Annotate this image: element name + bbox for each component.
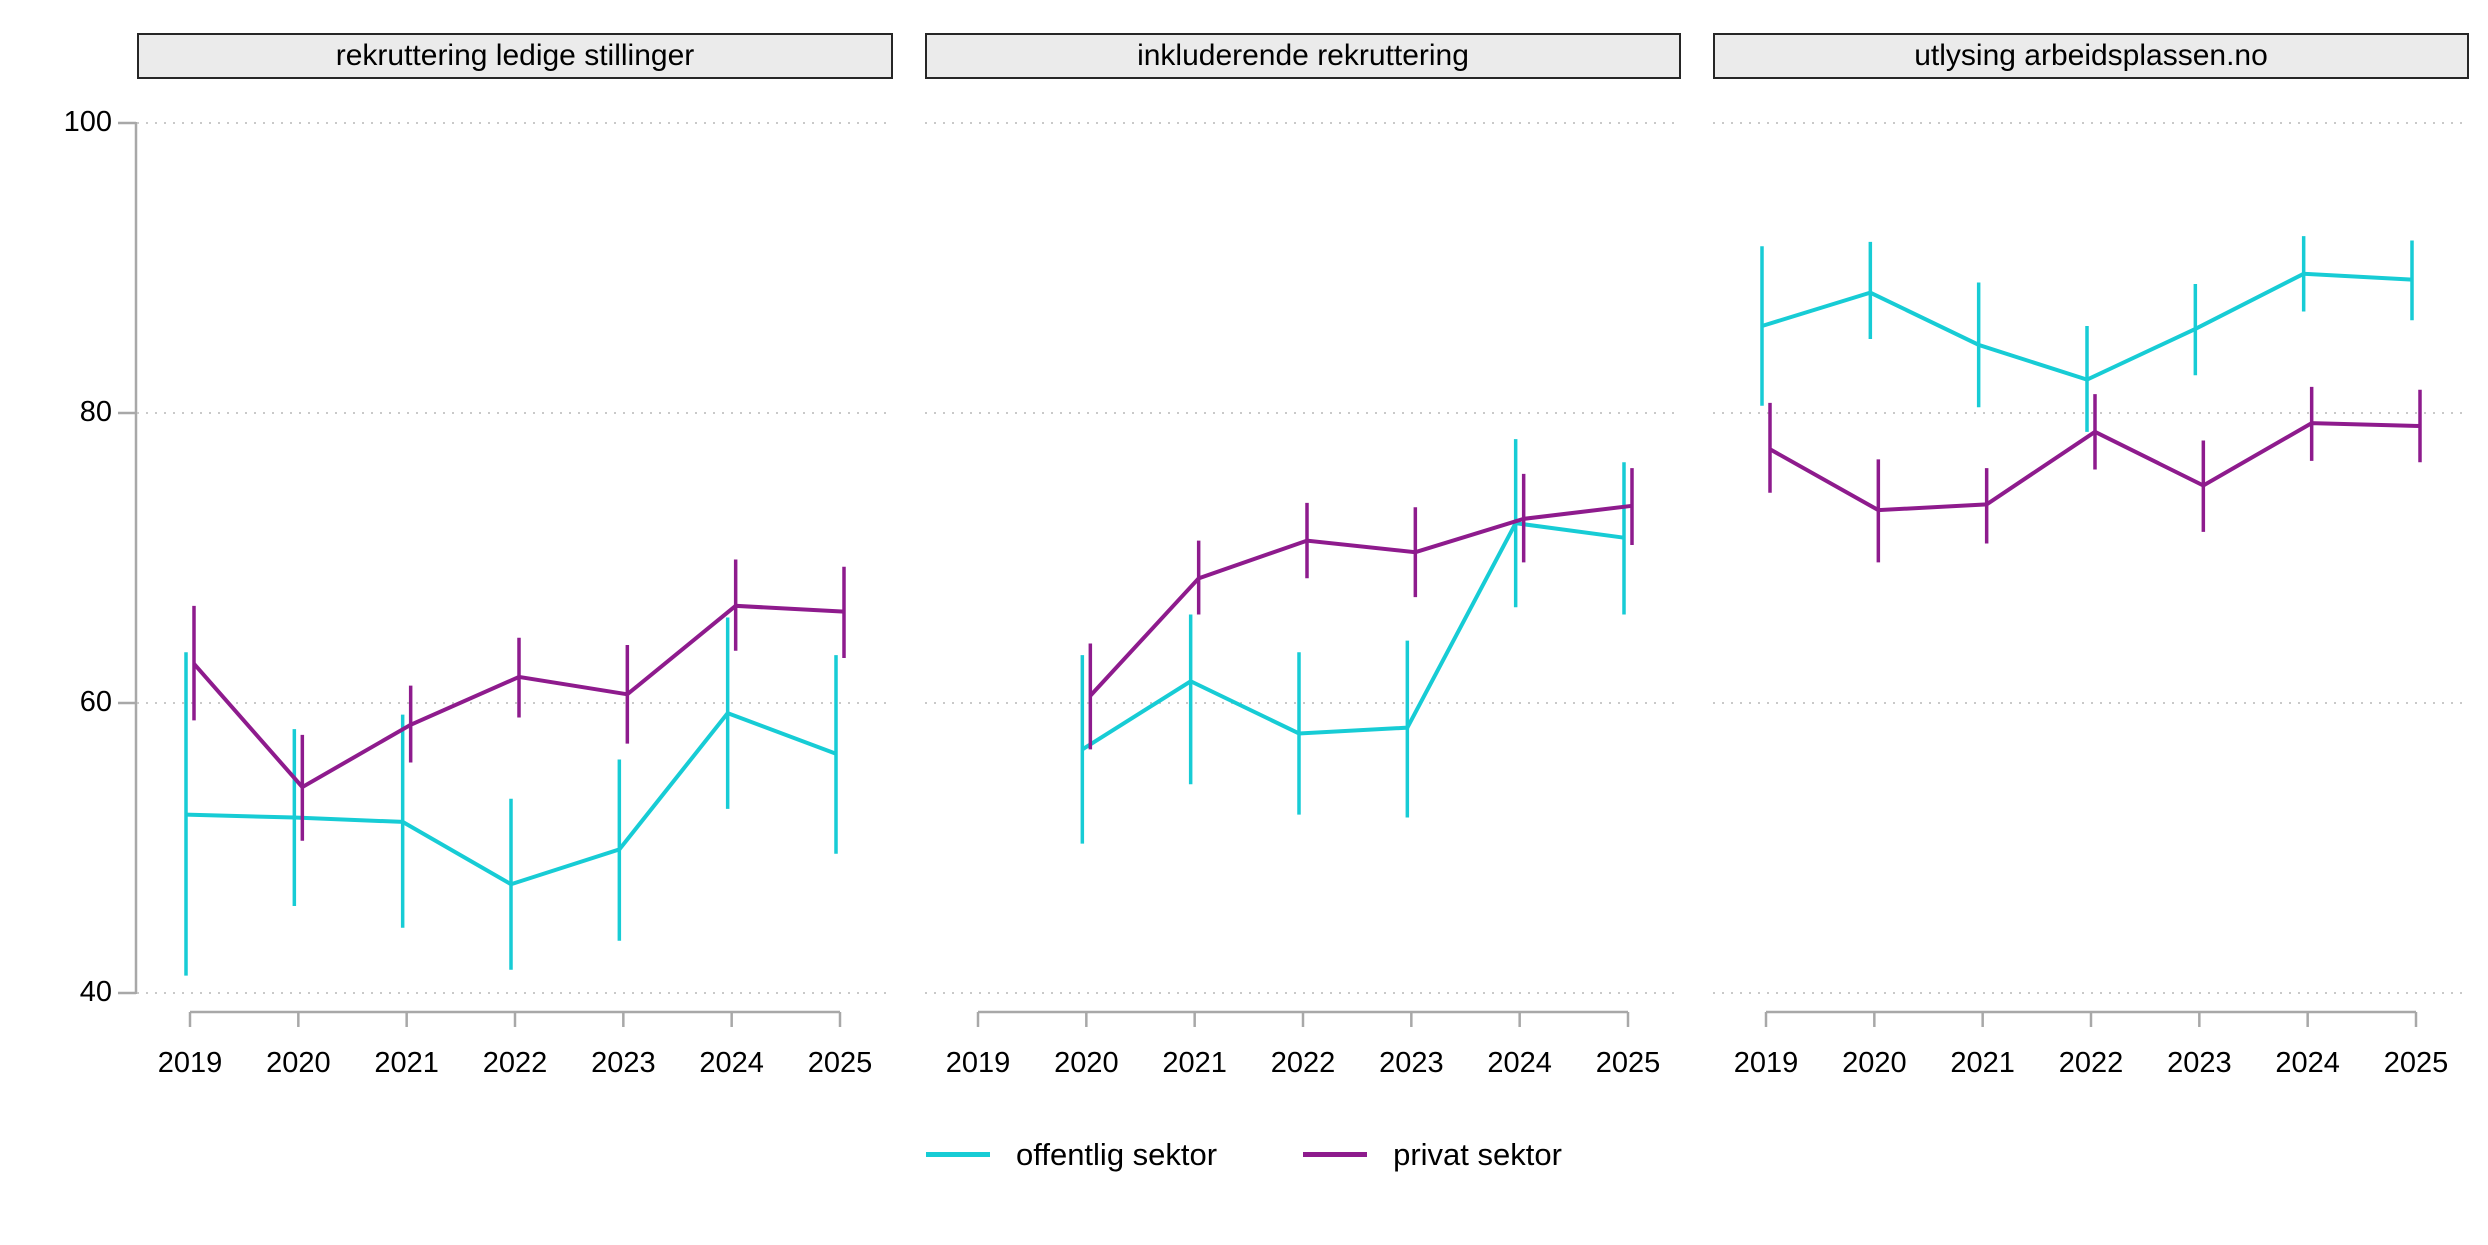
legend-label-offentlig: offentlig sektor (1016, 1136, 1218, 1172)
panel-title: inkluderende rekruttering (925, 33, 1681, 79)
x-tick-label: 2025 (1596, 1047, 1661, 1079)
panel-plot: 2019 2020 2021 2022 2023 2024 2025 (137, 122, 893, 1079)
legend: offentlig sektor privat sektor (0, 1122, 2488, 1186)
x-tick-label: 2021 (1162, 1047, 1227, 1079)
series-privat-sektor (1088, 468, 1634, 750)
x-tick-label: 2021 (1950, 1047, 2015, 1079)
y-tick-label: 40 (79, 976, 112, 1008)
panel-title: rekruttering ledige stillinger (137, 33, 893, 79)
panel-utlysing-arbeidsplassen-no: utlysing arbeidsplassen.no 2019 2020 2021 2… (1713, 0, 2469, 1245)
series-offentlig-sektor (1760, 236, 2414, 432)
legend-item-offentlig-sektor: offentlig sektor (926, 1139, 1217, 1170)
x-tick-label: 2025 (808, 1047, 873, 1079)
x-tick-label: 2019 (158, 1047, 223, 1079)
panel-rekruttering-ledige-stillinger: rekruttering ledige stillinger 2019 2020 2… (137, 0, 893, 1245)
panel-plot: 2019 2020 2021 2022 2023 2024 2025 (1713, 122, 2469, 1079)
x-tick-label: 2020 (266, 1047, 331, 1079)
series-privat-sektor (1768, 386, 2422, 563)
y-tick-label: 60 (79, 686, 112, 718)
x-tick-label: 2022 (2059, 1047, 2124, 1079)
x-tick-label: 2020 (1054, 1047, 1119, 1079)
panel-title: utlysing arbeidsplassen.no (1713, 33, 2469, 79)
trend-line (185, 710, 837, 887)
legend-line-swatch-offentlig (926, 1151, 991, 1157)
panel-inkluderende-rekruttering: inkluderende rekruttering 2019 2020 2021 20… (925, 0, 1681, 1245)
series-offentlig-sektor (1080, 439, 1626, 844)
trend-line (1081, 521, 1625, 752)
x-tick-label: 2025 (2384, 1047, 2449, 1079)
legend-line-swatch-privat (1303, 1151, 1368, 1157)
x-tick-label: 2023 (591, 1047, 656, 1079)
series-privat-sektor (192, 559, 846, 841)
x-tick-label: 2019 (1734, 1047, 1799, 1079)
x-tick-label: 2023 (1379, 1047, 1444, 1079)
trend-line (1761, 271, 2413, 382)
trend-line (1088, 503, 1633, 698)
x-tick-label: 2022 (483, 1047, 548, 1079)
x-tick-label: 2022 (1271, 1047, 1336, 1079)
panel-title-text: rekruttering ledige stillinger (335, 39, 695, 72)
legend-label-privat: privat sektor (1393, 1136, 1562, 1172)
x-tick-label: 2024 (2275, 1047, 2340, 1079)
trend-line (192, 603, 845, 790)
panel-title-text: utlysing arbeidsplassen.no (1914, 39, 2268, 72)
x-tick-label: 2021 (374, 1047, 439, 1079)
trend-line (1769, 421, 2421, 513)
series-offentlig-sektor (184, 617, 838, 976)
x-tick-label: 2024 (1487, 1047, 1552, 1079)
x-tick-label: 2024 (699, 1047, 764, 1079)
y-tick-label: 100 (63, 106, 112, 138)
legend-item-privat-sektor: privat sektor (1303, 1139, 1562, 1170)
x-tick-label: 2020 (1842, 1047, 1907, 1079)
y-tick-label: 80 (79, 396, 112, 428)
panel-plot: 2019 2020 2021 2022 2023 2024 2025 (925, 122, 1681, 1079)
x-tick-label: 2019 (946, 1047, 1011, 1079)
x-tick-label: 2023 (2167, 1047, 2232, 1079)
y-axis (118, 121, 138, 995)
panel-title-text: inkluderende rekruttering (1137, 39, 1469, 72)
